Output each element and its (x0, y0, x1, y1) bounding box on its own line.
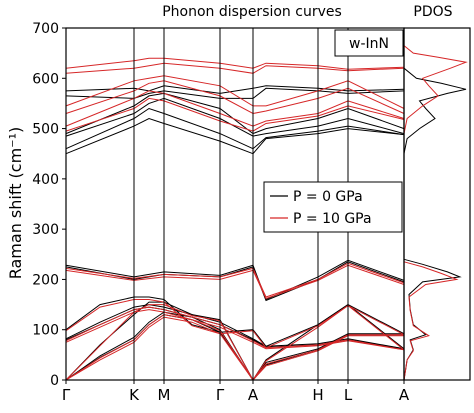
branch-0gpa-13 (65, 85, 405, 94)
x-tick-label: A (399, 386, 410, 404)
branch-10gpa-2 (65, 304, 405, 381)
branch-10gpa-3 (65, 309, 405, 351)
pdos-title: PDOS (413, 4, 452, 20)
y-tick-label: 100 (32, 323, 59, 339)
branch-10gpa-6 (65, 264, 405, 300)
branch-10gpa-13 (65, 57, 405, 70)
y-tick-label: 300 (32, 222, 59, 238)
y-axis-label: Raman shift (cm⁻¹) (6, 127, 25, 280)
branch-0gpa-7 (65, 259, 405, 301)
legend-label-0gpa: P = 0 GPa (293, 189, 363, 205)
branch-0gpa-12 (65, 87, 405, 99)
material-label: w-InN (349, 36, 389, 52)
pdos-frame (403, 27, 471, 381)
branch-0gpa-3 (65, 306, 405, 350)
branch-0gpa-11 (65, 92, 405, 135)
branch-10gpa-9 (65, 90, 405, 127)
branch-0gpa-9 (65, 107, 405, 150)
branch-0gpa-4 (65, 304, 405, 350)
branch-0gpa-10 (65, 97, 405, 137)
pdos-curve-0gpa (403, 67, 467, 381)
y-tick-label: 0 (50, 373, 59, 389)
legend: P = 0 GPa P = 10 GPa (263, 181, 403, 233)
branch-0gpa-8 (65, 117, 405, 155)
material-label-box: w-InN (334, 29, 404, 57)
y-tick-label: 400 (32, 172, 59, 188)
x-tick-label: Γ (216, 386, 225, 404)
x-tick-label: Γ (62, 386, 71, 404)
branch-10gpa-11 (65, 75, 405, 109)
branch-10gpa-8 (65, 97, 405, 132)
x-tick-label: H (312, 386, 323, 404)
branch-10gpa-5 (65, 299, 405, 351)
branch-10gpa-0 (65, 316, 404, 381)
chart-title: Phonon dispersion curves (162, 4, 342, 20)
x-tick-label: A (248, 386, 259, 404)
x-tick-label: M (158, 386, 171, 404)
branch-10gpa-1 (65, 314, 404, 381)
pdos-curve-10gpa (403, 45, 468, 381)
branch-10gpa-12 (65, 62, 405, 74)
y-tick-label: 500 (32, 122, 59, 138)
branch-10gpa-7 (65, 262, 405, 298)
x-tick-label: K (129, 386, 140, 404)
y-tick-label: 600 (32, 71, 59, 87)
y-tick-label: 200 (32, 272, 59, 288)
x-tick-label: L (344, 386, 353, 404)
y-tick-label: 700 (32, 21, 59, 37)
branch-10gpa-10 (65, 80, 405, 115)
legend-label-10gpa: P = 10 GPa (293, 211, 372, 227)
branch-10gpa-4 (65, 306, 405, 351)
pdos-plot (403, 27, 471, 381)
branch-0gpa-1 (65, 311, 404, 381)
